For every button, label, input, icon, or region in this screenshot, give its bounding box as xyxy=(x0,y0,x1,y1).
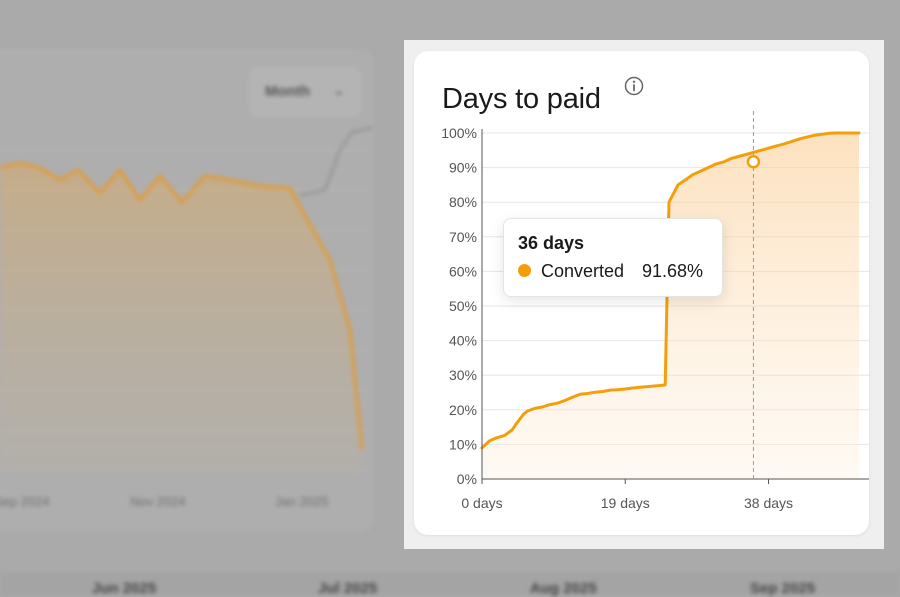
series-color-dot xyxy=(518,264,531,277)
y-tick-label: 20% xyxy=(449,402,477,418)
card-title: Days to paid xyxy=(442,83,601,115)
y-tick-label: 50% xyxy=(449,298,477,314)
y-tick-label: 30% xyxy=(449,367,477,383)
spotlight-frame: Days to paid 0% 10% 20% 30% 40% 50% 60% 70% 80% 9… xyxy=(404,40,884,549)
series-line-converted xyxy=(480,131,861,450)
background-bottom-label: Jul 2025 xyxy=(318,580,378,597)
info-circle-icon[interactable] xyxy=(624,76,644,96)
background-x-tick: Sep 2024 xyxy=(0,494,50,509)
y-tick-label: 100% xyxy=(441,125,477,141)
days-to-paid-card: Days to paid 0% 10% 20% 30% 40% 50% 60% 70% 80% 9… xyxy=(414,51,869,535)
background-bottom-label: Aug 2025 xyxy=(530,580,597,597)
hover-point-marker xyxy=(746,155,761,169)
background-bottom-label: Sep 2025 xyxy=(750,580,816,597)
tooltip-title: 36 days xyxy=(518,233,585,253)
y-tick-label: 10% xyxy=(449,436,477,452)
background-bottom-bar xyxy=(0,572,900,595)
x-tick-label: 19 days xyxy=(601,495,650,511)
y-tick-label: 40% xyxy=(449,333,477,349)
background-line-secondary xyxy=(299,127,373,196)
y-tick-label: 70% xyxy=(449,229,477,245)
tooltip-series-value: 91.68% xyxy=(642,261,704,281)
tooltip-series-name: Converted xyxy=(541,261,625,281)
background-bottom-label: Jun 2025 xyxy=(92,580,157,597)
chevron-down-icon: ⌄ xyxy=(333,82,345,98)
period-select[interactable]: Month ⌄ xyxy=(250,68,360,116)
chart-tooltip: 36 days Converted 91.68% xyxy=(503,218,723,297)
y-tick-label: 60% xyxy=(449,263,477,279)
days-to-paid-chart[interactable]: 0% 10% 20% 30% 40% 50% 60% 70% 80% 90% 100% 0 days 1… xyxy=(414,51,869,535)
series-area-converted xyxy=(482,133,859,479)
x-tick-label: 0 days xyxy=(461,495,502,511)
y-tick-label: 90% xyxy=(449,160,477,176)
y-tick-label: 80% xyxy=(449,194,477,210)
background-area xyxy=(0,163,362,472)
background-x-tick: Nov 2024 xyxy=(130,494,186,509)
background-line xyxy=(0,161,364,451)
background-x-tick: Jan 2025 xyxy=(275,494,329,509)
period-select-label: Month xyxy=(265,83,310,100)
y-tick-label: 0% xyxy=(457,471,477,487)
x-tick-label: 38 days xyxy=(744,495,793,511)
